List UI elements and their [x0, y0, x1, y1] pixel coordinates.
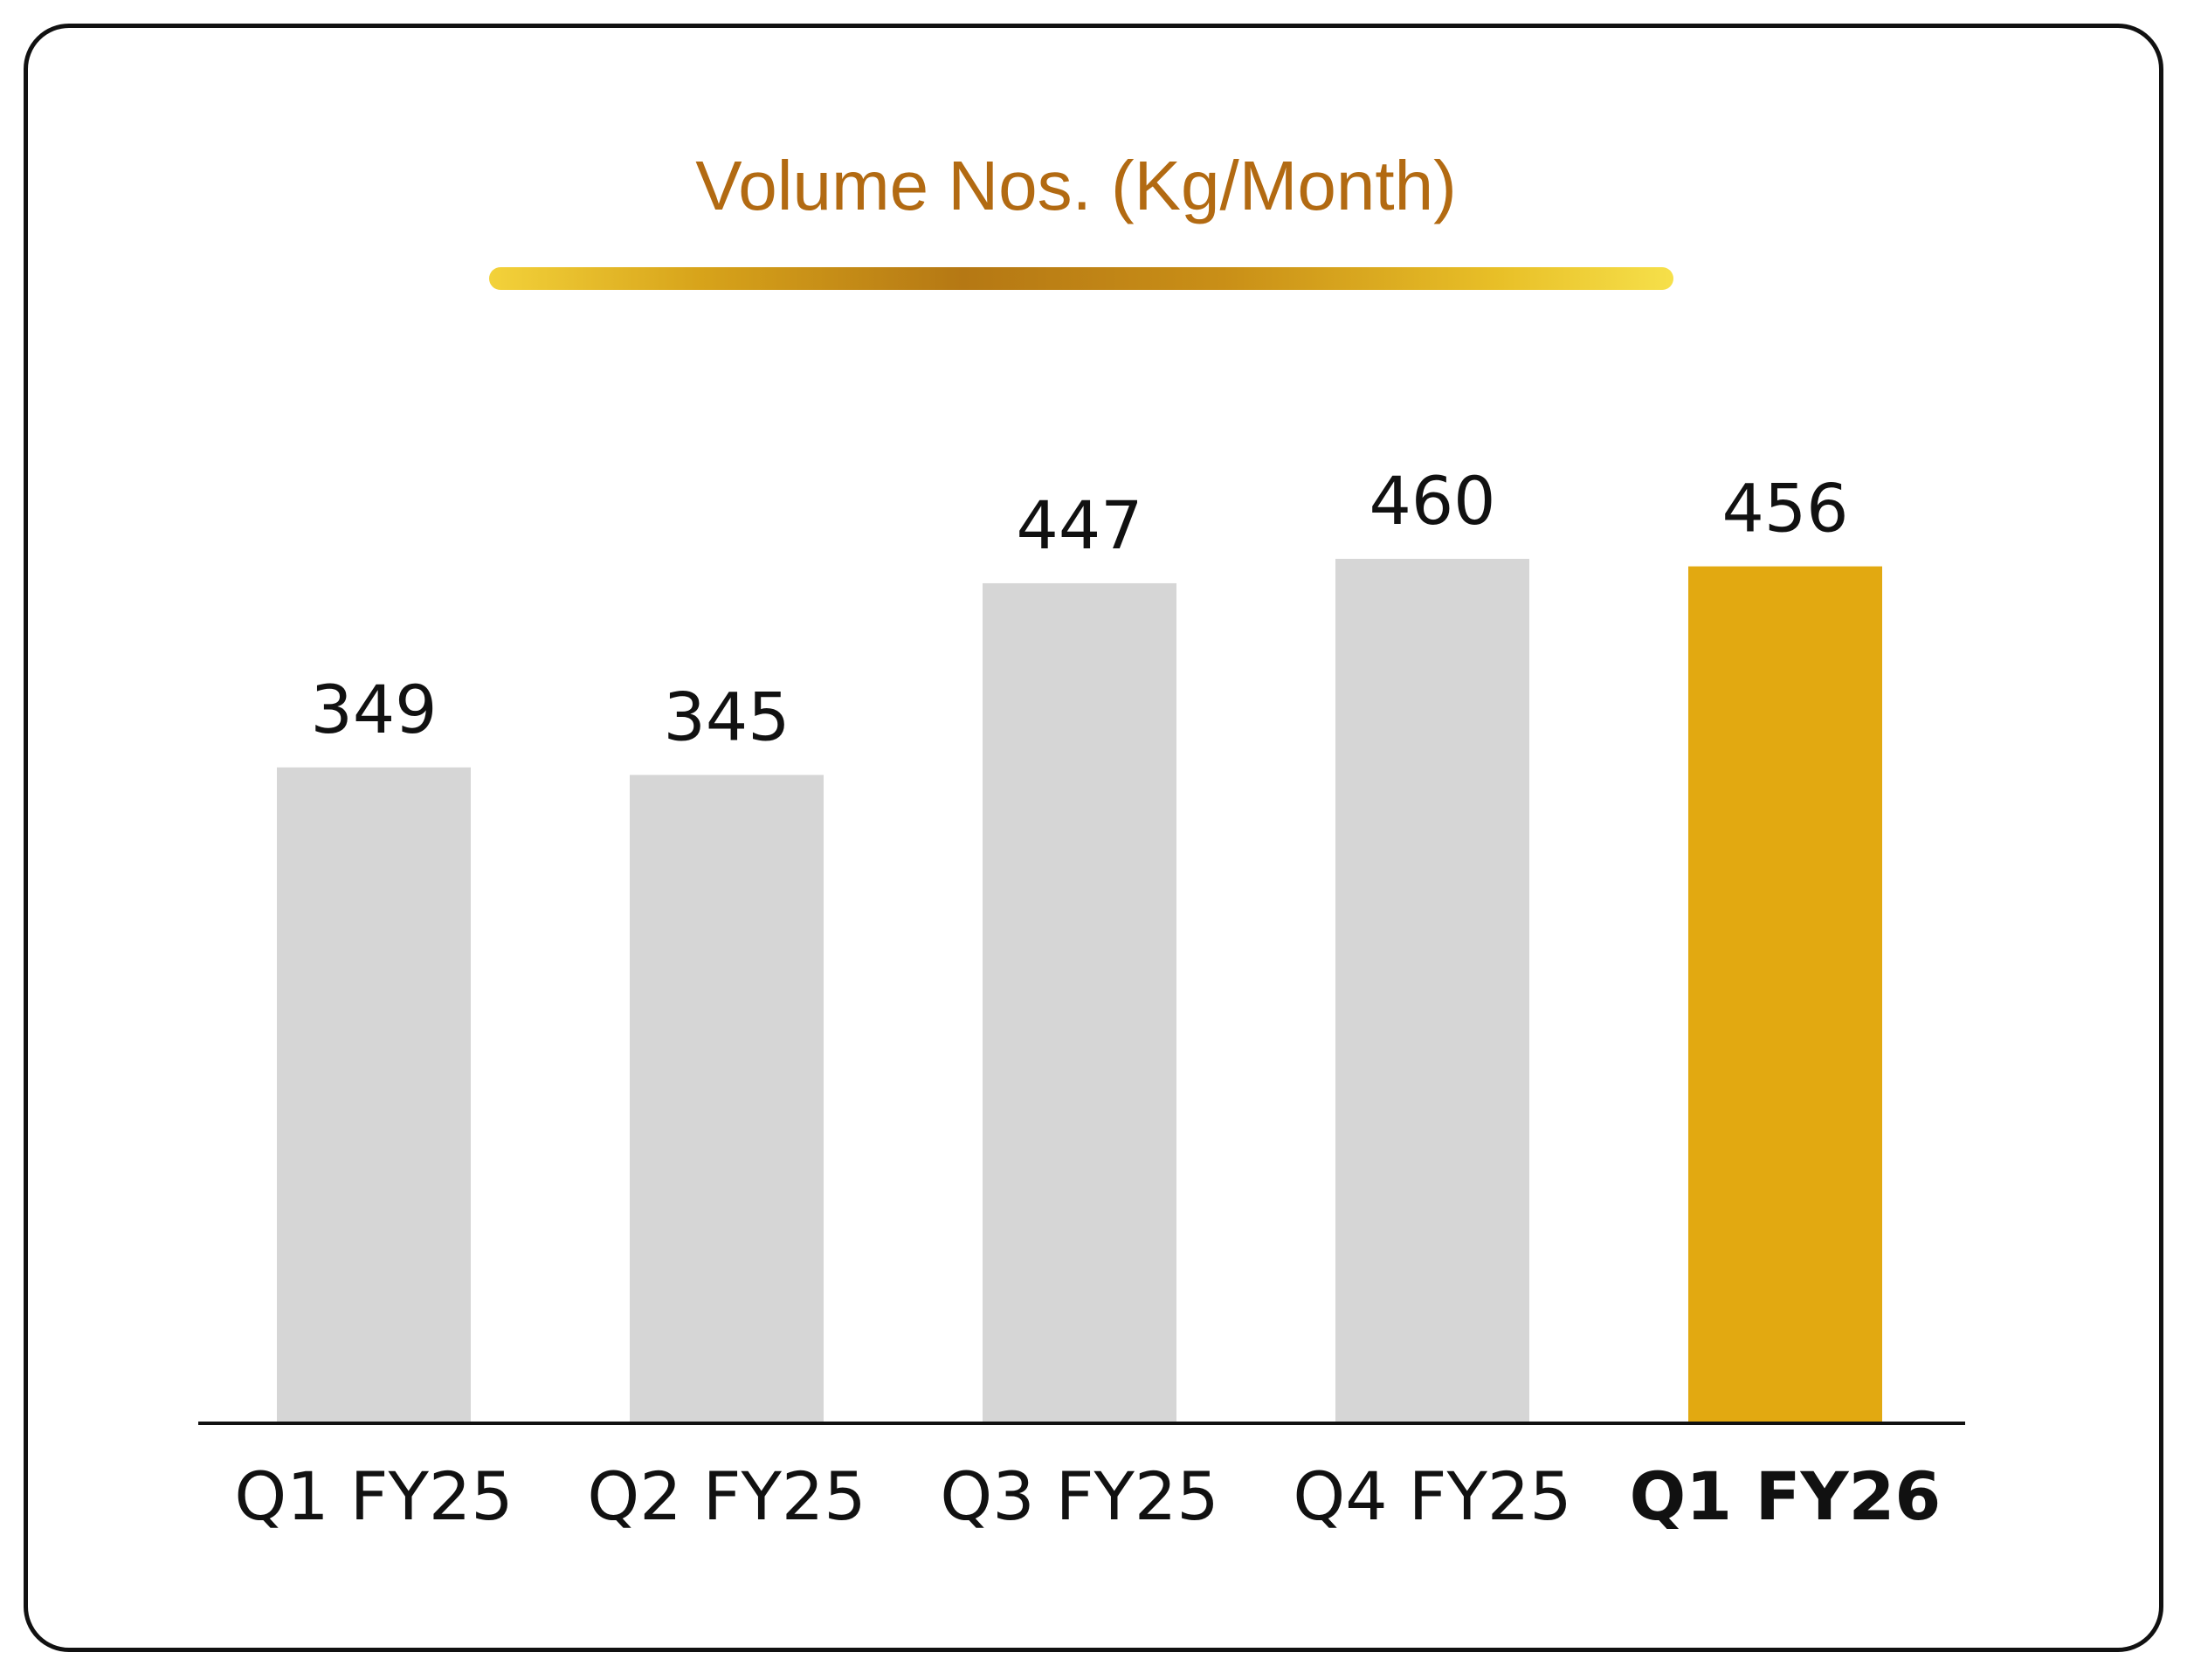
- title-underline: [489, 267, 1673, 290]
- bar-q1-fy26: [1688, 566, 1882, 1423]
- category-label: Q2 FY25: [587, 1457, 866, 1535]
- category-label: Q1 FY26: [1630, 1457, 1942, 1535]
- bar-q1-fy25: [277, 767, 471, 1423]
- category-labels-layer: Q1 FY25 Q2 FY25 Q3 FY25 Q4 FY25 Q1 FY26: [234, 1457, 1941, 1535]
- value-label: 349: [310, 671, 437, 748]
- value-labels-layer: 349 345 447 460 456: [310, 462, 1848, 756]
- bar-q2-fy25: [630, 775, 824, 1423]
- chart-title: Volume Nos. (Kg/Month): [695, 147, 1456, 224]
- category-label: Q3 FY25: [940, 1457, 1218, 1535]
- bars-layer: [277, 559, 1882, 1423]
- bar-q4-fy25: [1335, 559, 1529, 1423]
- value-label: 456: [1721, 470, 1848, 547]
- value-label: 460: [1369, 462, 1495, 540]
- category-label: Q1 FY25: [234, 1457, 513, 1535]
- value-label: 447: [1016, 486, 1142, 564]
- value-label: 345: [663, 678, 790, 756]
- bar-q3-fy25: [983, 582, 1176, 1423]
- category-label: Q4 FY25: [1293, 1457, 1571, 1535]
